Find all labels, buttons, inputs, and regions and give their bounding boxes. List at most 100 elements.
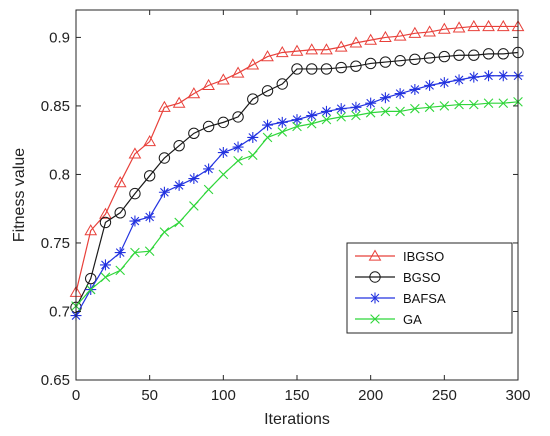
data-point-ga bbox=[292, 121, 302, 132]
data-point-bafsa-strokes bbox=[203, 163, 215, 175]
data-point-ibgso bbox=[393, 29, 407, 41]
series-line-ibgso bbox=[75, 25, 518, 293]
data-point-ga bbox=[498, 98, 509, 108]
data-point-ibgso bbox=[172, 96, 186, 108]
data-point-ga bbox=[174, 217, 184, 228]
x-axis-label: Iterations bbox=[264, 411, 330, 428]
data-point-ga bbox=[336, 112, 346, 122]
data-point-ibgso bbox=[467, 19, 481, 32]
data-point-ga bbox=[115, 265, 125, 276]
data-point-bafsa bbox=[247, 131, 259, 143]
legend-marker-bafsa bbox=[369, 292, 381, 304]
data-point-bgso bbox=[409, 53, 421, 66]
data-point-ga bbox=[130, 247, 140, 258]
y-tick-label: 0.8 bbox=[49, 166, 70, 183]
x-tick-label: 250 bbox=[432, 387, 457, 404]
data-point-bafsa-strokes bbox=[365, 97, 377, 109]
data-point-bafsa bbox=[291, 114, 303, 126]
data-point-ga bbox=[321, 114, 332, 125]
data-point-ibgso bbox=[452, 21, 466, 33]
data-point-bgso bbox=[85, 272, 97, 285]
data-point-ga bbox=[233, 155, 243, 166]
data-point-bafsa bbox=[144, 211, 156, 223]
data-point-bgso bbox=[350, 60, 362, 72]
y-tick-label: 0.7 bbox=[49, 303, 70, 320]
data-point-ibgso bbox=[231, 66, 245, 78]
data-point-bafsa bbox=[203, 163, 215, 175]
data-point-bafsa bbox=[158, 186, 170, 198]
x-tick-label: 300 bbox=[505, 387, 530, 404]
data-point-ga bbox=[262, 132, 273, 143]
data-point-bafsa-strokes bbox=[291, 114, 303, 126]
x-tick-label: 200 bbox=[358, 387, 383, 404]
data-point-ga bbox=[351, 110, 361, 121]
y-axis-label: Fitness value bbox=[11, 148, 28, 242]
data-point-bgso bbox=[379, 56, 392, 68]
data-point-bafsa-strokes bbox=[394, 88, 406, 100]
data-point-bafsa bbox=[497, 70, 509, 82]
data-point-ga bbox=[189, 201, 199, 211]
data-point-bafsa bbox=[129, 215, 141, 227]
data-point-bafsa-strokes bbox=[247, 131, 259, 143]
data-point-ga bbox=[248, 150, 258, 161]
data-point-bafsa-strokes bbox=[497, 70, 509, 82]
data-point-bafsa-strokes bbox=[129, 215, 141, 227]
data-point-bafsa bbox=[306, 110, 318, 122]
data-point-bgso bbox=[364, 57, 377, 70]
data-point-bafsa bbox=[350, 101, 362, 113]
data-point-bafsa bbox=[379, 92, 391, 104]
data-point-ga bbox=[454, 99, 464, 110]
data-point-bgso bbox=[232, 111, 244, 123]
data-point-ibgso bbox=[379, 30, 392, 43]
data-point-bafsa-strokes bbox=[188, 173, 200, 185]
x-tick-label: 0 bbox=[72, 387, 80, 404]
data-point-bafsa-strokes bbox=[438, 77, 450, 89]
data-point-bgso bbox=[261, 85, 274, 97]
data-point-bgso bbox=[188, 127, 200, 140]
data-point-ga bbox=[203, 184, 214, 195]
data-point-bgso bbox=[99, 216, 112, 229]
data-point-bgso bbox=[320, 63, 333, 75]
data-point-ibgso bbox=[187, 87, 201, 99]
data-point-bgso bbox=[394, 55, 406, 67]
data-point-ibgso bbox=[290, 44, 304, 56]
data-point-bgso bbox=[482, 48, 495, 60]
legend-item-bgso: BGSO bbox=[355, 270, 441, 285]
legend-label-ga: GA bbox=[403, 312, 422, 327]
legend: IBGSO BGSO BAFSA GA bbox=[346, 242, 513, 334]
series-line-bgso bbox=[75, 51, 519, 308]
data-point-bgso bbox=[129, 187, 141, 200]
data-point-ibgso bbox=[437, 22, 451, 34]
data-point-bafsa bbox=[99, 259, 111, 271]
data-point-ibgso bbox=[423, 25, 436, 37]
legend-marker-ga bbox=[370, 314, 380, 324]
data-point-bafsa bbox=[438, 77, 450, 89]
data-point-bgso bbox=[438, 50, 451, 63]
data-point-ibgso bbox=[408, 26, 422, 38]
data-point-ga bbox=[469, 99, 479, 110]
data-point-bafsa bbox=[453, 74, 465, 86]
data-point-ga bbox=[85, 284, 96, 295]
data-point-bafsa-strokes bbox=[379, 92, 391, 104]
legend-item-bafsa: BAFSA bbox=[355, 291, 446, 306]
data-point-bafsa bbox=[188, 173, 200, 185]
data-point-bafsa-strokes bbox=[144, 211, 156, 223]
y-tick-label: 0.9 bbox=[49, 29, 70, 46]
data-point-bafsa-strokes bbox=[99, 259, 111, 271]
data-point-bafsa bbox=[365, 97, 377, 109]
data-point-ga bbox=[410, 103, 420, 114]
data-point-ga bbox=[159, 227, 170, 237]
legend-item-ga: GA bbox=[355, 312, 422, 327]
series-bgso bbox=[70, 46, 524, 314]
data-point-ibgso bbox=[275, 45, 289, 58]
data-point-ibgso bbox=[349, 36, 363, 48]
data-point-ibgso bbox=[496, 19, 510, 32]
legend-label-bgso: BGSO bbox=[403, 270, 441, 285]
data-point-ibgso bbox=[128, 147, 142, 159]
data-point-ibgso bbox=[246, 58, 260, 70]
data-point-ga bbox=[144, 246, 155, 256]
data-point-ga bbox=[439, 101, 450, 111]
data-point-bafsa-strokes bbox=[424, 79, 436, 91]
data-point-bafsa-strokes bbox=[173, 179, 185, 191]
